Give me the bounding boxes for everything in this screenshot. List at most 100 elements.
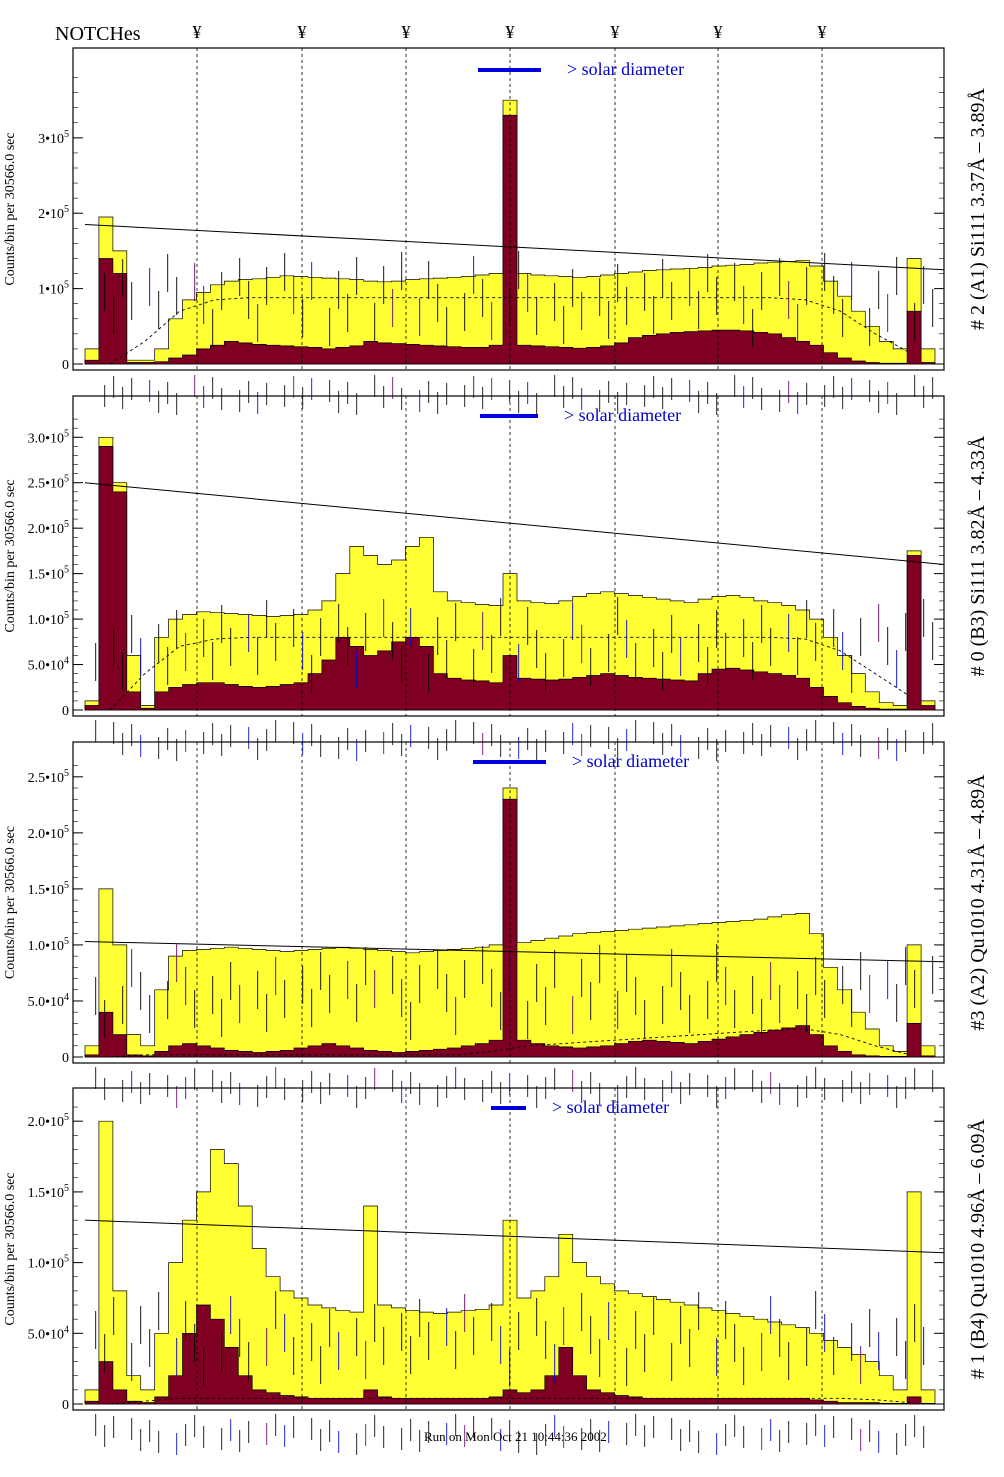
panel-title: # 0 (B3) Si111 3.82Å – 4.33Å (967, 435, 989, 676)
line-id-mark (347, 382, 349, 404)
line-id-mark (131, 615, 133, 653)
line-id-mark (374, 375, 376, 397)
line-id-mark (338, 1332, 340, 1370)
line-id-mark (482, 1080, 484, 1102)
line-id-mark (320, 1346, 322, 1384)
line-id-mark (302, 387, 304, 409)
line-id-mark (608, 634, 610, 672)
line-id-mark (815, 623, 817, 661)
line-id-mark (464, 1078, 466, 1100)
line-id-mark (401, 1428, 403, 1450)
line-id-mark (266, 600, 268, 638)
notch-marker: ¥ (193, 22, 202, 42)
total-counts-histogram (84, 436, 936, 711)
line-id-mark (608, 727, 610, 749)
line-id-mark (347, 294, 349, 332)
line-id-mark (896, 1433, 898, 1455)
line-id-mark (698, 624, 700, 662)
line-id-mark (842, 387, 844, 409)
line-id-mark (329, 1073, 331, 1095)
line-id-mark (878, 391, 880, 413)
line-id-mark (815, 957, 817, 995)
y-tick-label: 2.0•105 (28, 1112, 69, 1130)
line-id-mark (842, 966, 844, 1004)
line-id-mark (698, 391, 700, 413)
line-id-mark (626, 729, 628, 751)
notch-marker: ¥ (402, 22, 411, 42)
line-id-mark (365, 1424, 367, 1446)
line-id-mark (266, 1328, 268, 1366)
line-id-mark (761, 388, 763, 410)
line-id-mark (725, 1301, 727, 1339)
line-id-mark (338, 737, 340, 759)
line-id-mark (311, 1418, 313, 1440)
line-id-mark (626, 620, 628, 658)
line-id-mark (482, 387, 484, 409)
line-id-mark (752, 723, 754, 745)
y-tick-label: 0 (62, 358, 69, 373)
line-id-mark (581, 1293, 583, 1331)
line-id-mark (464, 960, 466, 998)
line-id-mark (680, 735, 682, 757)
line-id-mark (635, 720, 637, 742)
line-id-mark (437, 1085, 439, 1107)
line-id-mark (266, 729, 268, 751)
line-id-mark (662, 733, 664, 755)
line-id-mark (392, 622, 394, 660)
y-tick-label: 3•105 (38, 129, 69, 147)
line-id-mark (617, 392, 619, 414)
line-id-mark (140, 972, 142, 1010)
line-id-mark (482, 946, 484, 984)
line-id-mark (932, 622, 934, 660)
line-id-mark (212, 309, 214, 347)
line-id-mark (572, 996, 574, 1034)
line-id-mark (95, 643, 97, 681)
background-curve (109, 297, 911, 365)
line-id-mark (239, 1430, 241, 1452)
line-id-mark (797, 971, 799, 1009)
line-id-mark (437, 284, 439, 322)
line-id-mark (689, 1073, 691, 1095)
line-id-mark (167, 647, 169, 685)
line-id-mark (221, 999, 223, 1037)
line-id-mark (500, 1326, 502, 1364)
line-id-mark (671, 1343, 673, 1381)
line-id-mark (932, 1070, 934, 1092)
line-id-mark (563, 639, 565, 677)
line-id-mark (275, 720, 277, 742)
line-id-mark (698, 737, 700, 759)
line-id-mark (653, 1297, 655, 1335)
line-id-mark (122, 387, 124, 409)
line-id-mark (896, 1086, 898, 1108)
line-id-mark (590, 648, 592, 686)
line-id-mark (725, 967, 727, 1005)
line-id-mark (140, 1082, 142, 1104)
line-id-mark (410, 1002, 412, 1040)
line-id-mark (545, 987, 547, 1025)
line-id-mark (599, 1430, 601, 1452)
line-id-mark (554, 950, 556, 988)
line-id-mark (374, 303, 376, 341)
line-id-mark (464, 293, 466, 331)
line-id-mark (311, 1323, 313, 1361)
line-id-mark (113, 1416, 115, 1438)
line-id-mark (113, 629, 115, 667)
line-id-mark (779, 1319, 781, 1357)
line-id-mark (527, 382, 529, 404)
line-id-mark (635, 1067, 637, 1089)
line-id-mark (131, 1343, 133, 1381)
line-id-mark (680, 1082, 682, 1104)
line-id-mark (500, 598, 502, 636)
line-id-mark (518, 1312, 520, 1350)
line-id-mark (743, 286, 745, 324)
line-id-mark (680, 972, 682, 1010)
y-tick-label: 1.0•105 (28, 936, 69, 954)
line-id-mark (149, 1420, 151, 1442)
line-id-mark (392, 289, 394, 327)
line-id-mark (527, 274, 529, 312)
line-id-mark (473, 256, 475, 294)
line-id-mark (563, 1426, 565, 1448)
line-id-mark (221, 388, 223, 410)
line-id-mark (788, 727, 790, 749)
line-id-mark (896, 393, 898, 415)
